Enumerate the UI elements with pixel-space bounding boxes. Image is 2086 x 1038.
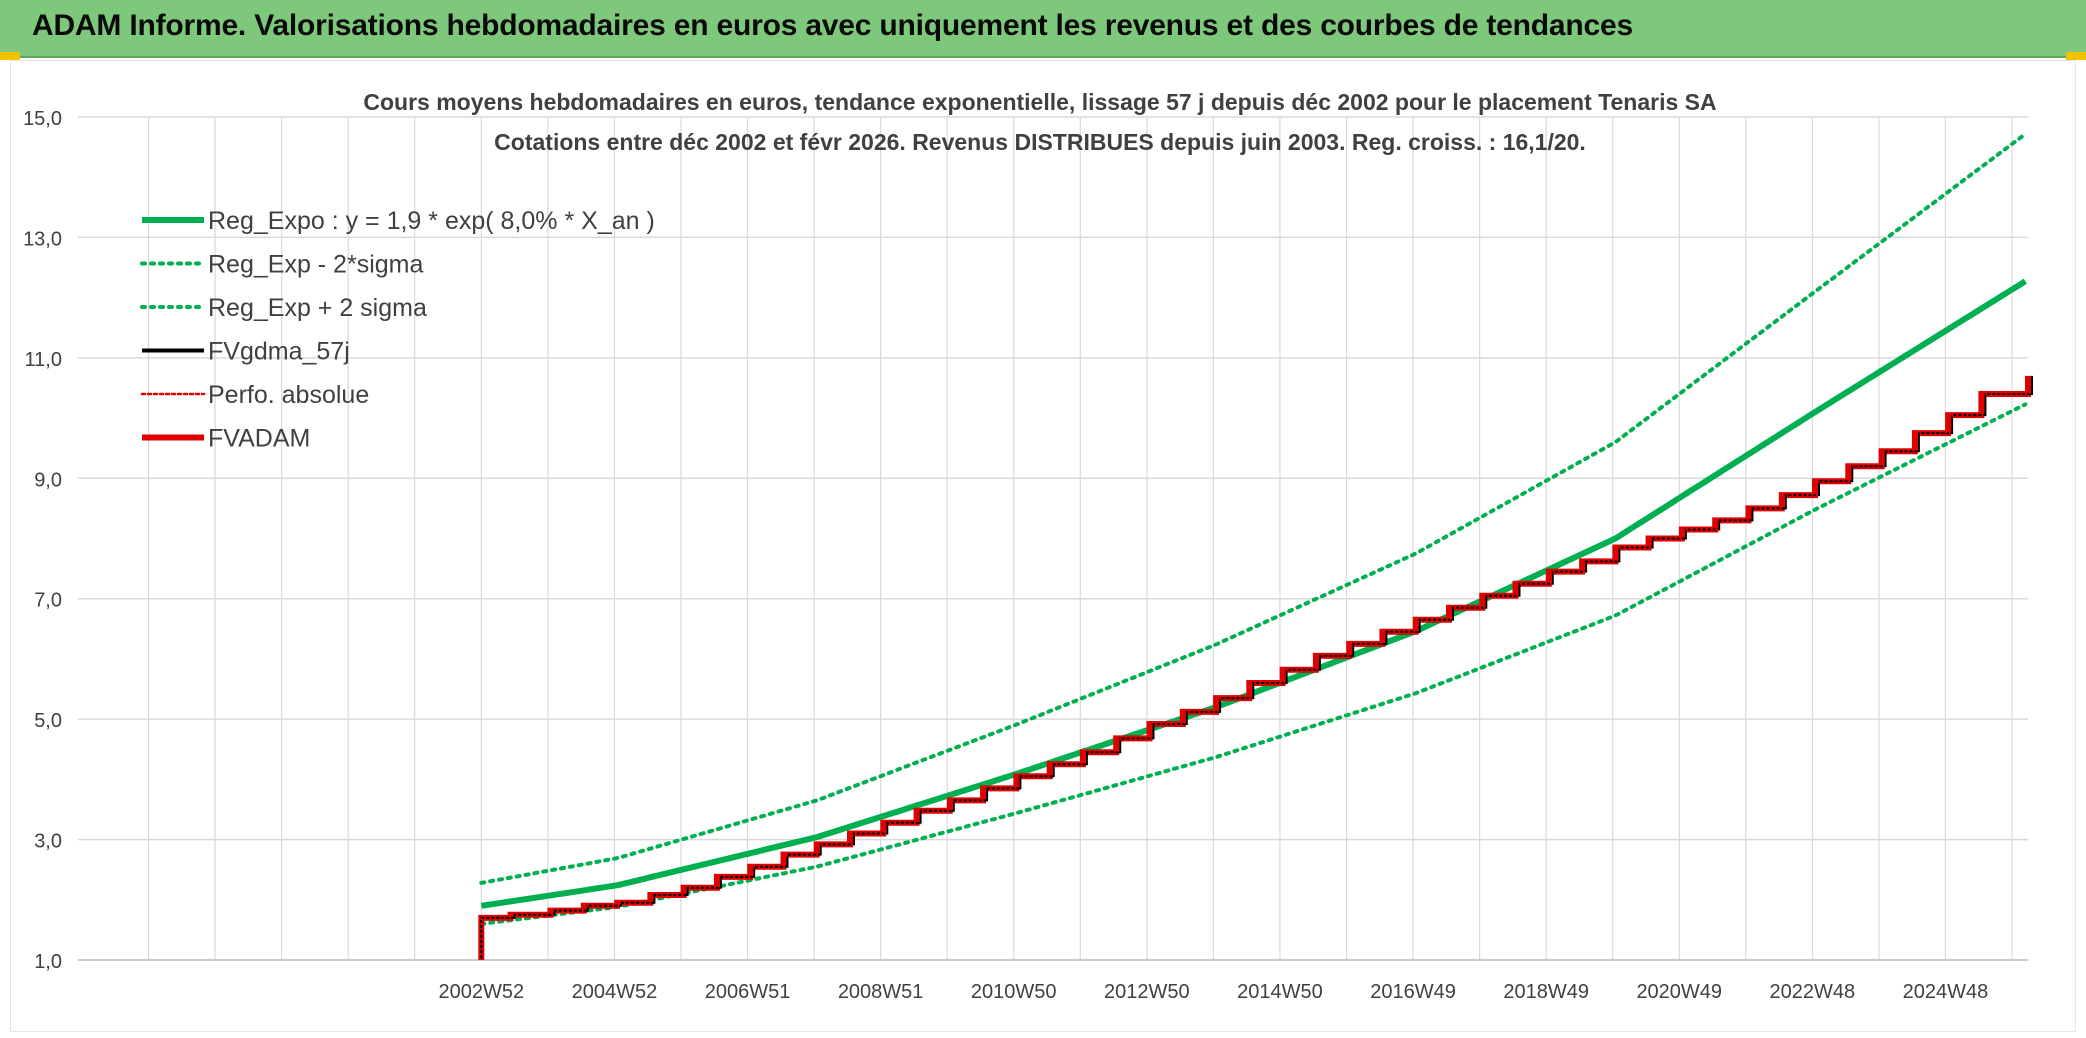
chart-frame — [10, 60, 2076, 1032]
legend-label: FVADAM — [208, 425, 310, 453]
legend-label: Reg_Exp + 2 sigma — [208, 294, 427, 322]
y-tick-label: 11,0 — [25, 349, 62, 371]
x-tick-label: 2024W48 — [1903, 981, 1989, 1003]
series-fvadam — [478, 375, 2031, 960]
x-tick-label: 2008W51 — [838, 981, 924, 1003]
series-layer — [478, 132, 2033, 960]
y-tick-label: 13,0 — [23, 228, 62, 250]
legend: Reg_Expo : y = 1,9 * exp( 8,0% * X_an ) R… — [140, 207, 655, 453]
header-bar: ADAM Informe. Valorisations hebdomadaire… — [0, 0, 2086, 58]
y-tick-label: 15,0 — [23, 108, 62, 130]
y-tick-label: 7,0 — [34, 590, 62, 612]
legend-label: FVgdma_57j — [208, 338, 350, 366]
x-tick-label: 2014W50 — [1237, 981, 1323, 1003]
y-tick-label: 1,0 — [34, 951, 62, 973]
chart-subtitle: Cotations entre déc 2002 et févr 2026. R… — [494, 129, 1586, 155]
grid-layer — [78, 116, 2028, 961]
x-tick-label: 2004W52 — [572, 981, 658, 1003]
x-tick-label: 2018W49 — [1503, 981, 1589, 1003]
series-reg-exp-plus-2sigma — [479, 132, 2028, 885]
x-tick-label: 2006W51 — [705, 981, 791, 1003]
page-title: ADAM Informe. Valorisations hebdomadaire… — [32, 9, 1633, 42]
series-reg-exp-minus-2sigma — [479, 402, 2028, 926]
series-perfo-absolue — [480, 375, 2031, 960]
x-tick-label: 2022W48 — [1770, 981, 1856, 1003]
corner-accent-right — [2066, 52, 2086, 60]
y-tick-label: 9,0 — [34, 469, 62, 491]
x-tick-label: 2012W50 — [1104, 981, 1190, 1003]
corner-accent-left — [0, 52, 20, 60]
legend-label: Reg_Exp - 2*sigma — [208, 251, 423, 279]
x-tick-label: 2016W49 — [1370, 981, 1456, 1003]
x-tick-label: 2002W52 — [438, 981, 524, 1003]
x-tick-label: 2010W50 — [971, 981, 1057, 1003]
legend-label: Reg_Expo : y = 1,9 * exp( 8,0% * X_an ) — [208, 207, 655, 235]
chart-title: Cours moyens hebdomadaires en euros, ten… — [363, 89, 1716, 115]
series-reg-expo — [480, 278, 2027, 909]
axis-layer: 1,0 3,0 5,0 7,0 9,0 11,0 13,0 15,0 2002W52 2004W5… — [23, 108, 1988, 1003]
x-tick-label: 2020W49 — [1636, 981, 1722, 1003]
y-tick-label: 3,0 — [34, 831, 62, 853]
series-fvgdma-57j — [480, 375, 2033, 960]
y-tick-label: 5,0 — [34, 710, 62, 732]
legend-label: Perfo. absolue — [208, 381, 369, 409]
